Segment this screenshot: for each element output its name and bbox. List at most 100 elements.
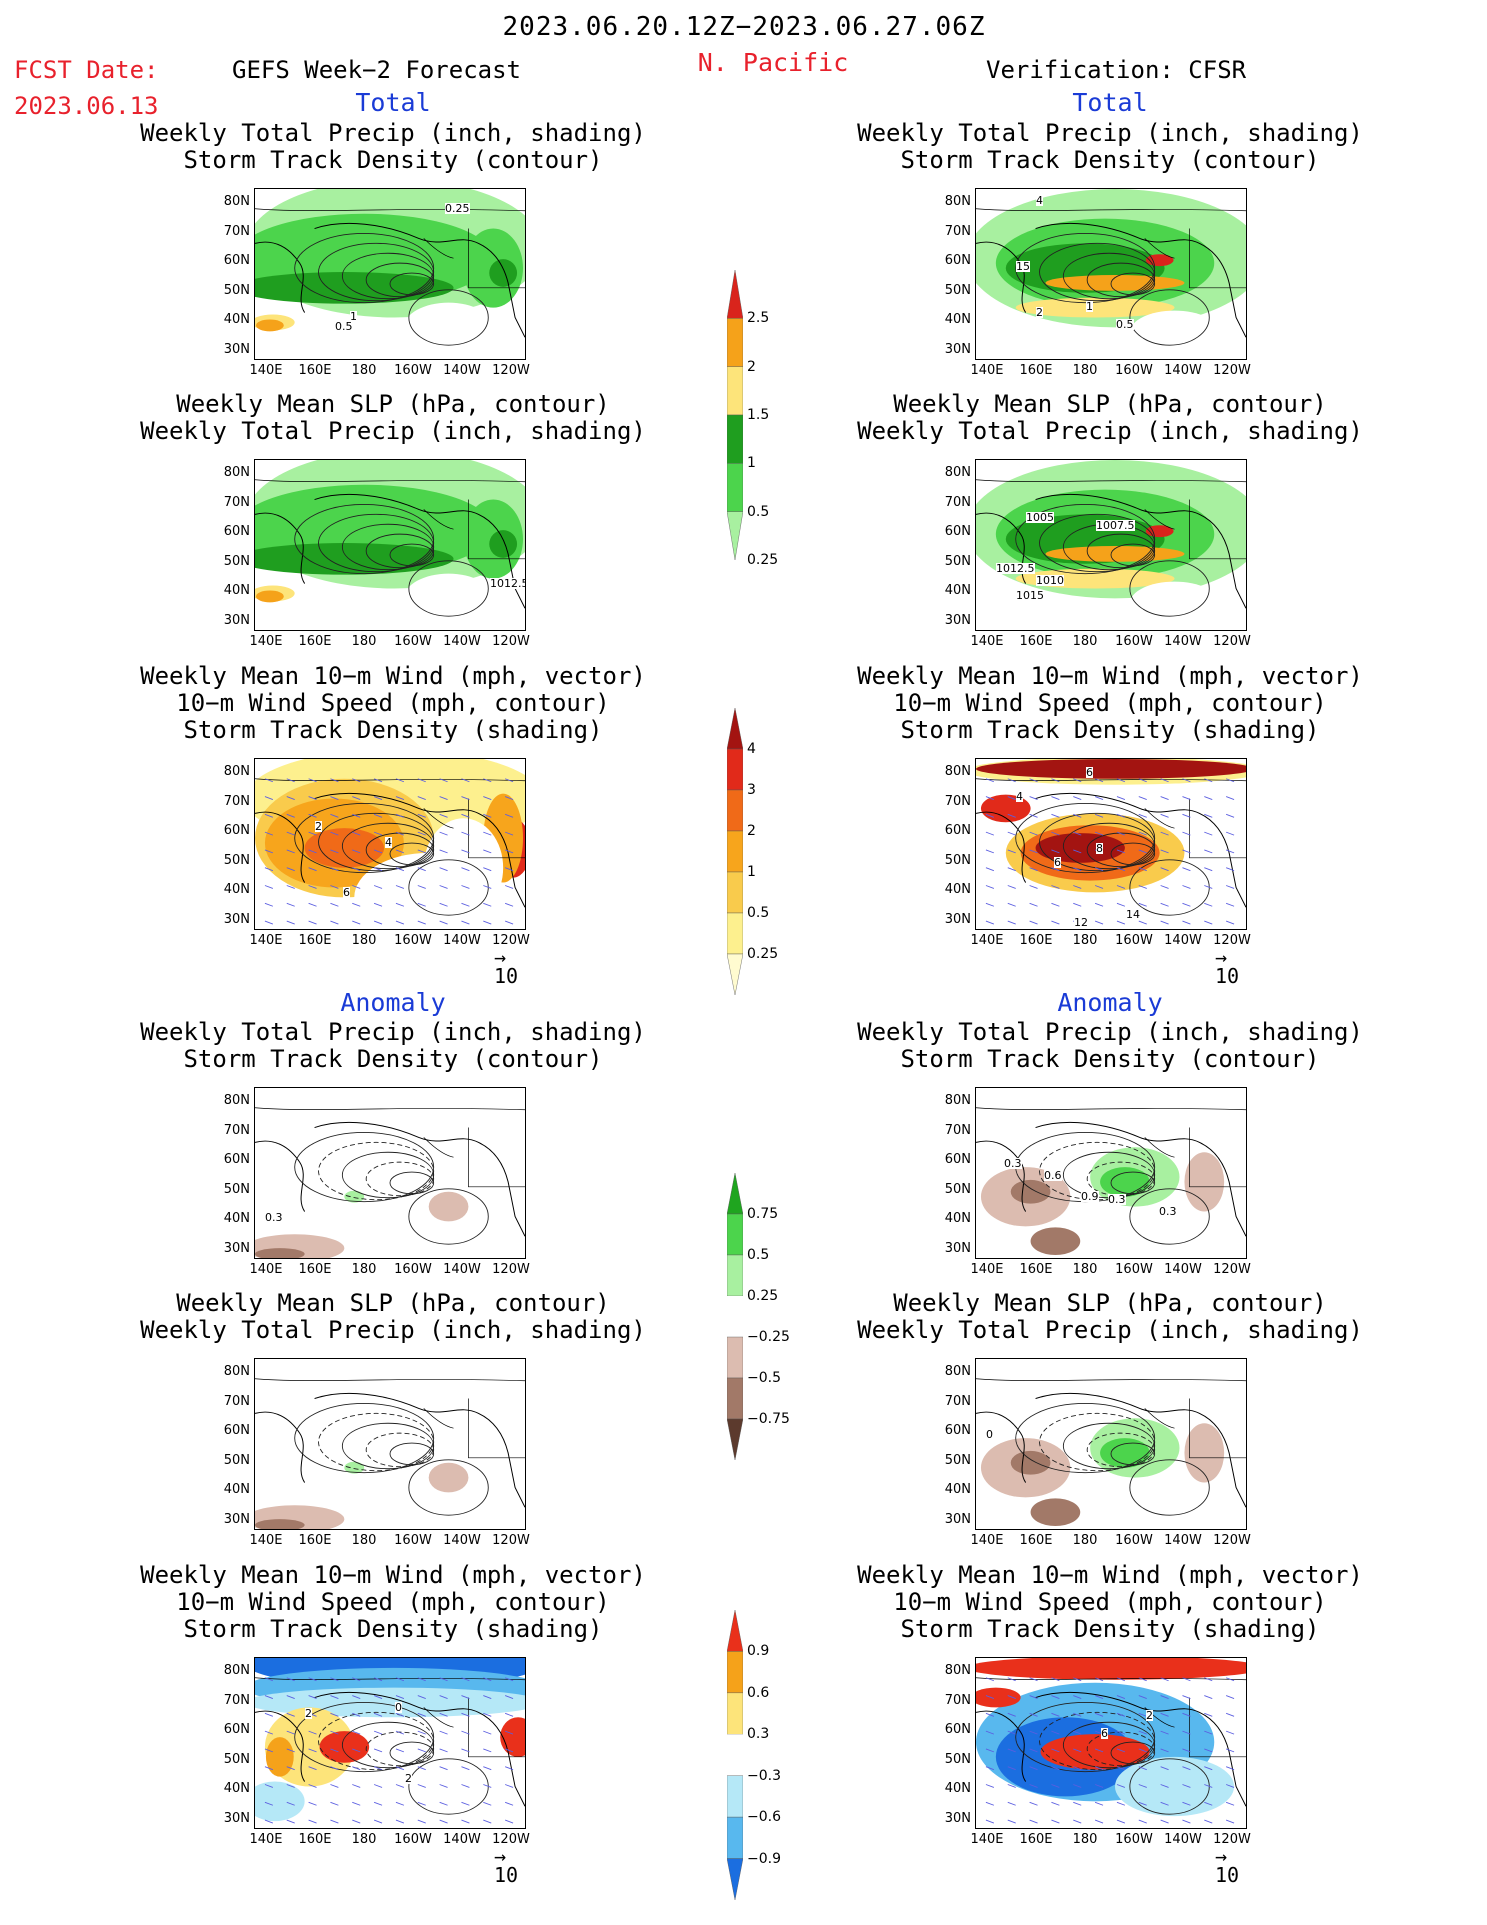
wind-vector (330, 778, 339, 783)
wind-vector (483, 1819, 492, 1824)
wind-vector (352, 849, 361, 854)
wind-vector (1051, 1712, 1060, 1717)
wind-vector (1007, 796, 1016, 800)
wind-vector (1051, 813, 1060, 818)
wind-vector (395, 885, 405, 889)
lon-label: 140E (970, 933, 1004, 948)
wind-vector (1094, 1784, 1104, 1788)
wind-vector (1116, 796, 1126, 800)
m8-map (254, 1358, 526, 1530)
m7-map: 0.3 (254, 1087, 526, 1259)
contour-line (341, 523, 435, 571)
wind-vector (286, 1730, 295, 1735)
wind-vector (1094, 1766, 1104, 1771)
lon-label: 140W (443, 1533, 481, 1548)
wind-vector (286, 849, 295, 854)
m2-map-canvas (255, 460, 525, 624)
lon-label: 160W (1115, 933, 1153, 948)
wind-vector (264, 902, 274, 907)
wind-vector (1051, 920, 1060, 925)
contour-label: 0 (395, 1701, 402, 1714)
coastline (255, 1121, 525, 1237)
wind-vector (330, 1766, 339, 1771)
wind-vector (504, 1695, 514, 1699)
contour-label: 4 (1036, 194, 1043, 207)
wind-vector (352, 1677, 361, 1682)
wind-vector (1116, 885, 1126, 889)
lon-label: 160E (1019, 1832, 1053, 1847)
colorbar-segment (727, 270, 743, 319)
v9-map-canvas (976, 1658, 1246, 1824)
contour-line (389, 1741, 435, 1765)
wind-vector (504, 902, 514, 907)
contour-line (1039, 1141, 1156, 1201)
colorbar-segment (727, 871, 743, 914)
wind-vector (286, 778, 295, 783)
wind-vector (352, 778, 361, 783)
lon-label: 120W (492, 933, 530, 948)
coastline (255, 1392, 525, 1508)
wind-vector (1160, 1712, 1169, 1717)
wind-vector (264, 1712, 274, 1717)
wind-vector (1182, 1730, 1191, 1735)
wind-vector (1073, 1784, 1082, 1788)
wind-vector (352, 831, 361, 836)
v3-map-canvas (976, 759, 1246, 925)
contour-line (341, 822, 435, 870)
wind-vector (461, 1784, 470, 1788)
model-title: GEFS Week−2 Forecast (232, 56, 521, 84)
wind-vector (461, 1712, 470, 1717)
wind-vector (373, 796, 383, 800)
vector-reference: → 10 (1215, 947, 1239, 988)
lon-label: 140E (970, 1533, 1004, 1548)
wind-vector (352, 796, 361, 800)
shading-region (1015, 297, 1175, 318)
wind-vector (985, 1819, 995, 1824)
wind-vector (395, 902, 405, 907)
wind-vector (1029, 1677, 1038, 1682)
lon-label: 120W (492, 1533, 530, 1548)
lat-label: 70N (223, 223, 250, 239)
contour-line (294, 504, 435, 575)
lon-label: 120W (1213, 933, 1251, 948)
wind-vector (1204, 849, 1213, 854)
border-lines (976, 1677, 1246, 1758)
wind-vector (1029, 867, 1038, 872)
shading-region (1114, 1756, 1235, 1817)
date-range: 2023.06.20.12Z−2023.06.27.06Z (502, 12, 986, 42)
wind-vector (352, 1695, 361, 1699)
wind-vector (308, 885, 317, 889)
wind-vector (264, 1819, 274, 1824)
lon-label: 140E (970, 634, 1004, 649)
wind-vector (1138, 1801, 1147, 1806)
m2-title: Weekly Mean SLP (hPa, contour) Weekly Tot… (140, 391, 646, 445)
border-lines (976, 1107, 1246, 1188)
lat-label: 70N (223, 1122, 250, 1138)
border-lines (255, 778, 525, 859)
wind-vector (373, 1766, 383, 1771)
arrow-icon: → (494, 945, 507, 969)
colorbar-label: 1 (747, 455, 756, 472)
colorbar-segment (727, 953, 743, 995)
wind-vector (985, 1695, 995, 1699)
wind-vector (1204, 885, 1213, 889)
colorbar-segment (727, 1213, 743, 1256)
wind-vector (1007, 1730, 1016, 1735)
lat-label: 30N (223, 1810, 250, 1826)
wind-vector (352, 1766, 361, 1771)
contour-line (408, 1758, 489, 1815)
wind-vector (395, 1801, 405, 1806)
contour-label: 6 (1086, 766, 1093, 779)
wind-vector (1225, 1712, 1235, 1717)
m2-map: 1012.5 (254, 459, 526, 631)
shading-region (428, 1191, 469, 1222)
contour-line (1039, 242, 1156, 302)
wind-vector (1094, 1819, 1104, 1824)
wind-vector (1116, 902, 1126, 907)
v8-title-line: Weekly Total Precip (inch, shading) (857, 1316, 1363, 1344)
contour-line (408, 1188, 489, 1245)
shading-region (489, 530, 518, 558)
wind-vector (1094, 885, 1104, 889)
wind-vector (1138, 796, 1147, 800)
contour-label: 0.3 (1159, 1205, 1177, 1218)
